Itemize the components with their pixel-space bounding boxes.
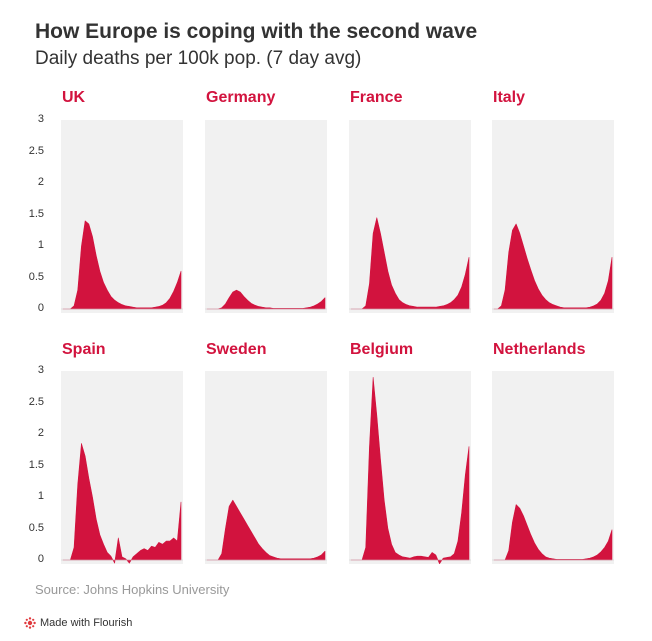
country-label-belgium: Belgium	[350, 341, 414, 358]
y-tick-label: 2.5	[28, 395, 44, 408]
y-tick-label: 1	[37, 490, 44, 502]
country-label-italy: Italy	[493, 89, 526, 106]
country-label-france: France	[350, 89, 403, 106]
area-chart-netherlands	[492, 504, 614, 561]
chart-subtitle: Daily deaths per 100k pop. (7 day avg)	[35, 48, 362, 69]
y-tick-label: 2	[37, 427, 44, 439]
y-tick-label: 2.5	[28, 144, 44, 157]
panel-germany	[205, 120, 327, 313]
area-series-belgium[interactable]	[350, 377, 470, 564]
area-chart-italy	[492, 223, 614, 310]
y-tick-label: 1.5	[28, 207, 44, 220]
area-series-spain[interactable]	[62, 443, 182, 564]
panel-spain	[61, 371, 183, 564]
country-label-sweden: Sweden	[206, 341, 267, 358]
y-tick-label: 0	[37, 553, 44, 565]
source-note: Source: Johns Hopkins University	[35, 582, 230, 597]
area-series-uk[interactable]	[62, 220, 182, 310]
y-tick-label: 1.5	[28, 458, 44, 471]
area-chart-spain	[61, 443, 183, 564]
y-tick-label: 3	[37, 364, 44, 376]
area-chart-germany	[205, 289, 327, 310]
y-tick-label: 0.5	[28, 270, 44, 283]
area-series-italy[interactable]	[493, 223, 613, 310]
area-chart-belgium	[349, 377, 471, 564]
area-series-france[interactable]	[350, 217, 470, 310]
area-series-netherlands[interactable]	[493, 504, 613, 561]
panel-netherlands	[492, 371, 614, 564]
area-series-germany[interactable]	[206, 289, 326, 310]
y-tick-label: 1	[37, 239, 44, 251]
panel-belgium	[349, 371, 471, 564]
panel-italy	[492, 120, 614, 313]
area-series-sweden[interactable]	[206, 499, 326, 561]
flourish-logo-icon[interactable]	[24, 617, 36, 629]
country-label-netherlands: Netherlands	[493, 341, 586, 358]
y-tick-label: 0	[37, 302, 44, 314]
y-tick-label: 3	[37, 113, 44, 125]
panel-france	[349, 120, 471, 313]
area-chart-france	[349, 217, 471, 310]
area-chart-sweden	[205, 499, 327, 561]
panel-sweden	[205, 371, 327, 564]
chart-title: How Europe is coping with the second wav…	[35, 20, 478, 43]
country-label-germany: Germany	[206, 89, 276, 106]
country-label-uk: UK	[62, 89, 86, 106]
country-label-spain: Spain	[62, 341, 106, 358]
y-tick-label: 0.5	[28, 521, 44, 534]
area-chart-uk	[61, 220, 183, 310]
panel-uk	[61, 120, 183, 313]
made-with-flourish-link[interactable]: Made with Flourish	[40, 617, 133, 629]
y-tick-label: 2	[37, 176, 44, 188]
